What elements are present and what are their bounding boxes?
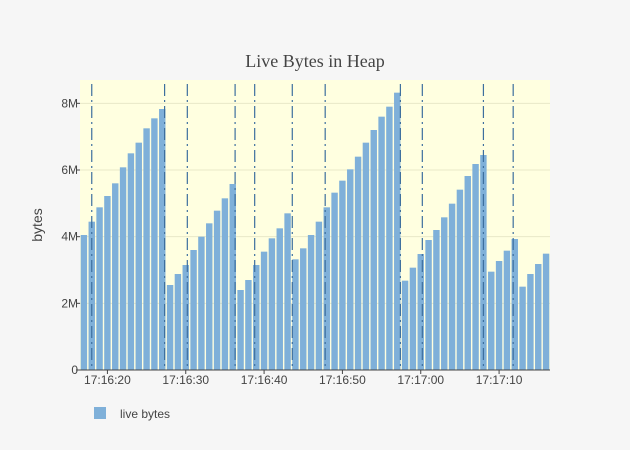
bar <box>182 265 189 370</box>
bar <box>433 230 440 370</box>
x-tick-label: 17:16:20 <box>84 373 131 387</box>
x-axis-ticks: 17:16:20 17:16:30 17:16:40 17:16:50 17:17:00… <box>84 370 523 387</box>
bar <box>119 167 127 370</box>
bar <box>174 274 182 370</box>
bar <box>307 235 315 370</box>
bar <box>425 240 432 370</box>
bar <box>503 250 511 370</box>
bar <box>80 235 88 370</box>
legend-swatch-live-bytes <box>94 407 106 419</box>
bar <box>143 128 150 370</box>
bar <box>417 254 424 370</box>
y-tick-label: 8M <box>61 96 78 110</box>
bar <box>190 250 197 370</box>
bar <box>472 164 479 370</box>
bar <box>315 221 323 370</box>
bars <box>80 92 550 371</box>
bar <box>339 180 346 370</box>
bar <box>441 217 448 370</box>
gc-markers <box>91 84 514 370</box>
bar <box>260 251 268 370</box>
bar <box>159 109 166 370</box>
bar <box>354 156 362 370</box>
bar <box>409 267 417 370</box>
bar <box>378 116 385 370</box>
bar <box>527 274 534 370</box>
bar <box>166 285 174 370</box>
bar <box>112 183 119 370</box>
bar <box>386 106 393 371</box>
y-tick-label: 0 <box>71 363 78 377</box>
bar <box>495 261 503 370</box>
bar <box>519 286 526 370</box>
x-tick-label: 17:16:30 <box>162 373 209 387</box>
bar <box>245 280 252 370</box>
bar <box>127 153 135 370</box>
bar <box>394 92 401 371</box>
bar <box>88 221 95 370</box>
bar <box>401 280 409 370</box>
bar <box>151 118 158 370</box>
bar <box>276 228 283 370</box>
bar <box>237 290 244 370</box>
chart-title: Live Bytes in Heap <box>245 51 384 71</box>
bar <box>229 184 236 370</box>
y-tick-label: 2M <box>61 296 78 310</box>
bar <box>300 248 307 370</box>
bar <box>511 239 518 370</box>
y-gridlines <box>80 102 550 304</box>
bar <box>456 189 464 370</box>
bar <box>488 271 495 370</box>
bar <box>96 207 103 370</box>
plot-area <box>80 80 550 370</box>
bar <box>253 265 260 370</box>
y-tick-label: 6M <box>61 163 78 177</box>
bar <box>370 130 377 370</box>
bar <box>331 192 338 370</box>
bar <box>206 223 213 370</box>
bar <box>292 259 299 370</box>
bar <box>284 213 291 370</box>
bar <box>104 196 111 370</box>
bar <box>135 142 142 370</box>
legend-label-live-bytes: live bytes <box>120 407 170 421</box>
x-tick-label: 17:17:10 <box>476 373 523 387</box>
x-tick-label: 17:16:40 <box>241 373 288 387</box>
bar <box>542 253 550 370</box>
bar <box>323 207 330 370</box>
bar <box>362 142 370 370</box>
bar <box>535 264 542 370</box>
bar <box>221 198 229 370</box>
legend: live bytes <box>94 407 170 421</box>
y-axis-ticks: 0 2M 4M 6M 8M <box>61 96 80 377</box>
bar <box>213 210 221 370</box>
x-tick-label: 17:17:00 <box>397 373 444 387</box>
bar <box>464 176 471 370</box>
bar <box>347 169 354 370</box>
bar <box>448 203 456 370</box>
bar <box>198 236 205 370</box>
y-axis-label: bytes <box>29 208 45 241</box>
y-tick-label: 4M <box>61 230 78 244</box>
x-tick-label: 17:16:50 <box>319 373 366 387</box>
bar <box>268 238 276 370</box>
